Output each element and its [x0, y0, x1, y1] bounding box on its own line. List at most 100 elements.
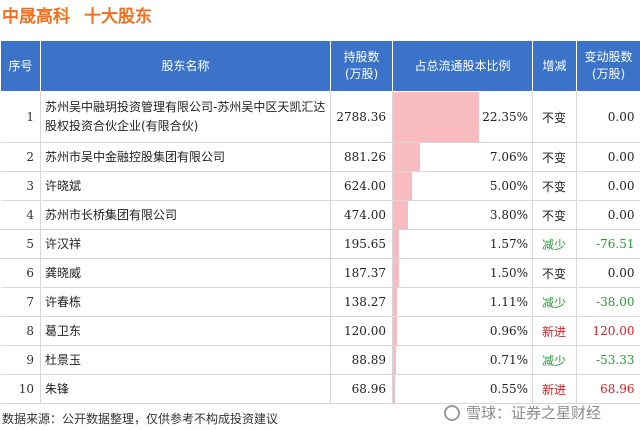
table-row: 6 龚晓威 187.37 1.50% 不变 0.00	[0, 258, 640, 288]
table-row: 9 杜景玉 88.89 0.71% 减少 -53.33	[0, 345, 640, 375]
table-row: 7 许春栋 138.27 1.11% 减少 -38.00	[0, 287, 640, 317]
table-header-row: 序号 股东名称 持股数 (万股) 占总流通股本比例 增减 变动股数 (万股)	[0, 40, 640, 92]
ratio-value: 0.96%	[489, 324, 528, 338]
holder-name: 朱锋	[40, 374, 331, 404]
ratio-value: 7.06%	[489, 150, 528, 164]
row-index: 10	[0, 374, 41, 404]
holder-name: 许晓斌	[40, 171, 331, 201]
ratio-cell: 0.71%	[392, 345, 533, 375]
shareholders-table: 序号 股东名称 持股数 (万股) 占总流通股本比例 增减 变动股数 (万股) 1 苏州吴中融玥投…	[0, 40, 640, 404]
shares-held: 881.26	[330, 142, 393, 172]
shares-held: 474.00	[330, 200, 393, 230]
shares-held: 120.00	[330, 316, 393, 346]
change-status: 新进	[532, 316, 577, 346]
change-amount: -38.00	[576, 287, 640, 317]
table-body: 1 苏州吴中融玥投资管理有限公司-苏州吴中区天凯汇达股权投资合伙企业(有限合伙) 2…	[0, 91, 640, 404]
watermark-text: 雪球：证券之星财经	[466, 404, 602, 422]
holder-name: 许汉祥	[40, 229, 331, 259]
change-status: 减少	[532, 229, 577, 259]
ratio-value: 3.80%	[489, 208, 528, 222]
change-amount: 0.00	[576, 91, 640, 143]
change-amount: 0.00	[576, 258, 640, 288]
row-index: 1	[0, 91, 41, 143]
table-row: 10 朱锋 68.96 0.55% 新进 68.96	[0, 374, 640, 404]
table-row: 1 苏州吴中融玥投资管理有限公司-苏州吴中区天凯汇达股权投资合伙企业(有限合伙) 2…	[0, 91, 640, 143]
ratio-bar	[393, 143, 421, 171]
holder-name: 杜景玉	[40, 345, 331, 375]
shares-held: 88.89	[330, 345, 393, 375]
ratio-cell: 22.35%	[392, 91, 533, 143]
row-index: 8	[0, 316, 41, 346]
ratio-cell: 5.00%	[392, 171, 533, 201]
ratio-bar	[393, 375, 396, 403]
holder-name: 龚晓威	[40, 258, 331, 288]
shares-held: 2788.36	[330, 91, 393, 143]
table-row: 5 许汉祥 195.65 1.57% 减少 -76.51	[0, 229, 640, 259]
holder-name: 苏州吴中融玥投资管理有限公司-苏州吴中区天凯汇达股权投资合伙企业(有限合伙)	[40, 91, 331, 143]
change-status: 减少	[532, 345, 577, 375]
col-holder-name-header: 股东名称	[40, 40, 331, 92]
holder-name: 苏州市长桥集团有限公司	[40, 200, 331, 230]
col-delta-header: 变动股数 (万股)	[576, 40, 640, 92]
table-row: 2 苏州市吴中金融控股集团有限公司 881.26 7.06% 不变 0.00	[0, 142, 640, 172]
col-index-header: 序号	[0, 40, 41, 92]
ratio-value: 0.71%	[489, 353, 528, 367]
ratio-bar	[393, 288, 398, 316]
change-amount: 0.00	[576, 200, 640, 230]
change-status: 不变	[532, 91, 577, 143]
col-ratio-header: 占总流通股本比例	[392, 40, 533, 92]
change-status: 不变	[532, 200, 577, 230]
ratio-cell: 1.11%	[392, 287, 533, 317]
change-status: 不变	[532, 258, 577, 288]
col-change-header: 增减	[532, 40, 577, 92]
ratio-value: 1.11%	[489, 295, 528, 309]
change-status: 减少	[532, 287, 577, 317]
row-index: 6	[0, 258, 41, 288]
ratio-cell: 7.06%	[392, 142, 533, 172]
ratio-cell: 1.57%	[392, 229, 533, 259]
page-title: 中晟高科 十大股东	[2, 2, 152, 32]
change-status: 不变	[532, 142, 577, 172]
snowball-logo-icon	[444, 404, 460, 421]
change-amount: -76.51	[576, 229, 640, 259]
shares-held: 187.37	[330, 258, 393, 288]
table-row: 8 葛卫东 120.00 0.96% 新进 120.00	[0, 316, 640, 346]
ratio-cell: 3.80%	[392, 200, 533, 230]
row-index: 7	[0, 287, 41, 317]
change-amount: 68.96	[576, 374, 640, 404]
data-source-note: 数据来源：公开数据整理，仅供参考不构成投资建议	[2, 412, 279, 426]
holder-name: 许春栋	[40, 287, 331, 317]
ratio-bar	[393, 259, 399, 287]
ratio-value: 0.55%	[489, 382, 528, 396]
change-amount: 120.00	[576, 316, 640, 346]
holder-name: 苏州市吴中金融控股集团有限公司	[40, 142, 331, 172]
section-title: 十大股东	[84, 7, 152, 27]
table-row: 4 苏州市长桥集团有限公司 474.00 3.80% 不变 0.00	[0, 200, 640, 230]
ratio-cell: 1.50%	[392, 258, 533, 288]
row-index: 2	[0, 142, 41, 172]
table-row: 3 许晓斌 624.00 5.00% 不变 0.00	[0, 171, 640, 201]
change-amount: 0.00	[576, 171, 640, 201]
change-amount: 0.00	[576, 142, 640, 172]
ratio-value: 22.35%	[482, 110, 528, 124]
ratio-bar	[393, 172, 413, 200]
company-name: 中晟高科	[2, 7, 70, 27]
ratio-value: 1.57%	[489, 237, 528, 251]
shares-held: 138.27	[330, 287, 393, 317]
row-index: 4	[0, 200, 41, 230]
shares-held: 624.00	[330, 171, 393, 201]
holder-name: 葛卫东	[40, 316, 331, 346]
watermark: 雪球：证券之星财经	[444, 402, 601, 423]
shares-held: 195.65	[330, 229, 393, 259]
ratio-bar	[393, 230, 400, 258]
col-shares-header: 持股数 (万股)	[330, 40, 393, 92]
ratio-cell: 0.55%	[392, 374, 533, 404]
row-index: 5	[0, 229, 41, 259]
change-status: 不变	[532, 171, 577, 201]
ratio-bar	[393, 201, 408, 229]
ratio-value: 5.00%	[489, 179, 528, 193]
change-status: 新进	[532, 374, 577, 404]
ratio-bar	[393, 317, 397, 345]
ratio-cell: 0.96%	[392, 316, 533, 346]
row-index: 3	[0, 171, 41, 201]
